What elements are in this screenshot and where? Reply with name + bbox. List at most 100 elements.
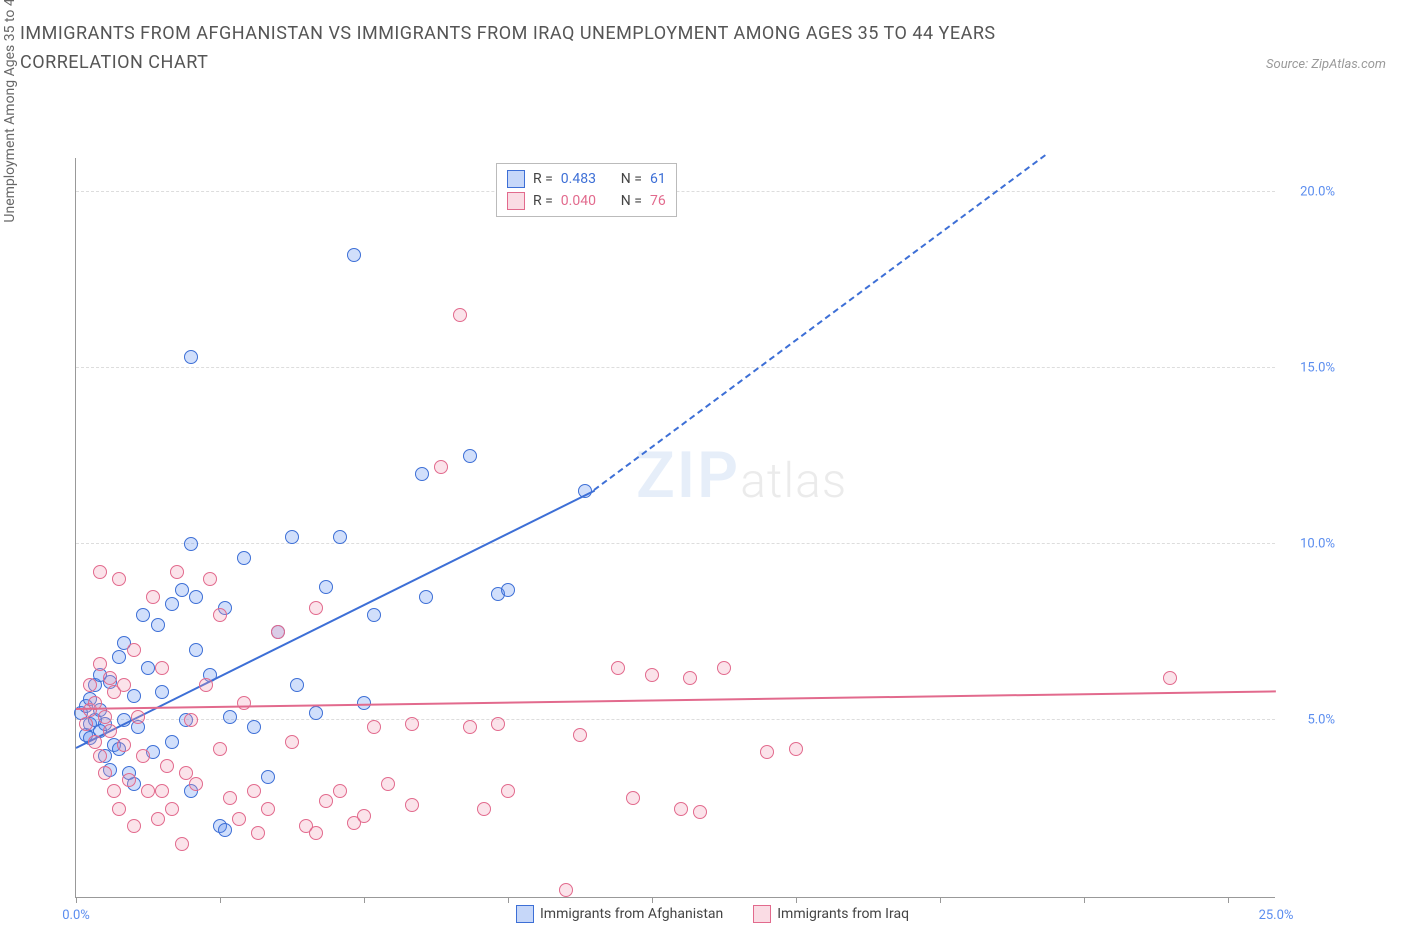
y-axis-label: Unemployment Among Ages 35 to 44 years: [2, 0, 18, 222]
scatter-point: [405, 717, 419, 731]
scatter-point: [251, 826, 265, 840]
scatter-point: [127, 819, 141, 833]
scatter-point: [189, 643, 203, 657]
scatter-point: [141, 784, 155, 798]
x-tick: [364, 897, 365, 903]
y-tick-label: 10.0%: [1300, 537, 1335, 552]
scatter-point: [170, 565, 184, 579]
scatter-point: [477, 802, 491, 816]
x-tick: [76, 897, 77, 903]
scatter-point: [463, 449, 477, 463]
scatter-point: [683, 671, 697, 685]
legend-item: Immigrants from Afghanistan: [516, 905, 723, 923]
legend-swatch: [507, 192, 525, 210]
stats-n-value: 76: [650, 193, 666, 209]
scatter-point: [367, 720, 381, 734]
scatter-point: [223, 710, 237, 724]
scatter-point: [333, 530, 347, 544]
scatter-point: [98, 766, 112, 780]
stats-n-value: 61: [650, 171, 666, 187]
x-tick: [652, 897, 653, 903]
scatter-point: [247, 720, 261, 734]
chart-container: IMMIGRANTS FROM AFGHANISTAN VS IMMIGRANT…: [20, 20, 1386, 910]
scatter-point: [175, 837, 189, 851]
scatter-point: [107, 784, 121, 798]
scatter-point: [645, 668, 659, 682]
scatter-point: [184, 350, 198, 364]
scatter-point: [98, 710, 112, 724]
stats-r-value: 0.483: [561, 171, 613, 187]
scatter-point: [199, 678, 213, 692]
stats-n-label: N =: [621, 171, 642, 187]
scatter-point: [141, 661, 155, 675]
scatter-point: [103, 671, 117, 685]
scatter-point: [309, 826, 323, 840]
scatter-point: [674, 802, 688, 816]
source-label: Source: ZipAtlas.com: [1266, 57, 1386, 72]
scatter-point: [122, 773, 136, 787]
scatter-point: [117, 738, 131, 752]
legend-swatch: [753, 905, 771, 923]
chart-title: IMMIGRANTS FROM AFGHANISTAN VS IMMIGRANT…: [20, 20, 1120, 78]
scatter-point: [112, 802, 126, 816]
scatter-point: [319, 794, 333, 808]
x-tick: [940, 897, 941, 903]
scatter-point: [184, 537, 198, 551]
scatter-point: [333, 784, 347, 798]
scatter-point: [79, 717, 93, 731]
legend-bottom: Immigrants from Afghanistan Immigrants fr…: [516, 905, 909, 923]
scatter-point: [184, 713, 198, 727]
scatter-point: [717, 661, 731, 675]
scatter-point: [136, 749, 150, 763]
y-tick-label: 5.0%: [1307, 713, 1335, 728]
scatter-point: [127, 643, 141, 657]
scatter-point: [559, 883, 573, 897]
scatter-point: [155, 685, 169, 699]
scatter-point: [367, 608, 381, 622]
scatter-point: [189, 777, 203, 791]
scatter-point: [261, 802, 275, 816]
scatter-point: [189, 590, 203, 604]
scatter-point: [319, 580, 333, 594]
scatter-point: [434, 460, 448, 474]
legend-swatch: [516, 905, 534, 923]
scatter-point: [760, 745, 774, 759]
scatter-point: [155, 784, 169, 798]
scatter-point: [112, 650, 126, 664]
scatter-point: [88, 735, 102, 749]
stats-r-label: R =: [533, 193, 553, 209]
scatter-point: [136, 608, 150, 622]
scatter-point: [309, 601, 323, 615]
scatter-point: [285, 735, 299, 749]
scatter-point: [117, 678, 131, 692]
scatter-point: [165, 802, 179, 816]
scatter-point: [247, 784, 261, 798]
stats-r-label: R =: [533, 171, 553, 187]
y-tick-label: 15.0%: [1300, 361, 1335, 376]
scatter-point: [93, 749, 107, 763]
scatter-point: [213, 742, 227, 756]
scatter-point: [146, 590, 160, 604]
scatter-point: [112, 572, 126, 586]
scatter-point: [127, 689, 141, 703]
scatter-point: [218, 823, 232, 837]
scatter-point: [419, 590, 433, 604]
scatter-point: [160, 759, 174, 773]
scatter-point: [103, 724, 117, 738]
legend-swatch: [507, 170, 525, 188]
scatter-point: [491, 717, 505, 731]
x-tick: [508, 897, 509, 903]
scatter-point: [203, 572, 217, 586]
scatter-point: [151, 812, 165, 826]
scatter-point: [573, 728, 587, 742]
scatter-point: [463, 720, 477, 734]
x-tick-label: 0.0%: [62, 908, 90, 923]
scatter-point: [213, 608, 227, 622]
scatter-point: [93, 657, 107, 671]
scatter-point: [611, 661, 625, 675]
scatter-point: [285, 530, 299, 544]
x-tick: [220, 897, 221, 903]
x-tick-label: 25.0%: [1259, 908, 1294, 923]
scatter-point: [131, 710, 145, 724]
legend-label: Immigrants from Iraq: [777, 906, 909, 922]
